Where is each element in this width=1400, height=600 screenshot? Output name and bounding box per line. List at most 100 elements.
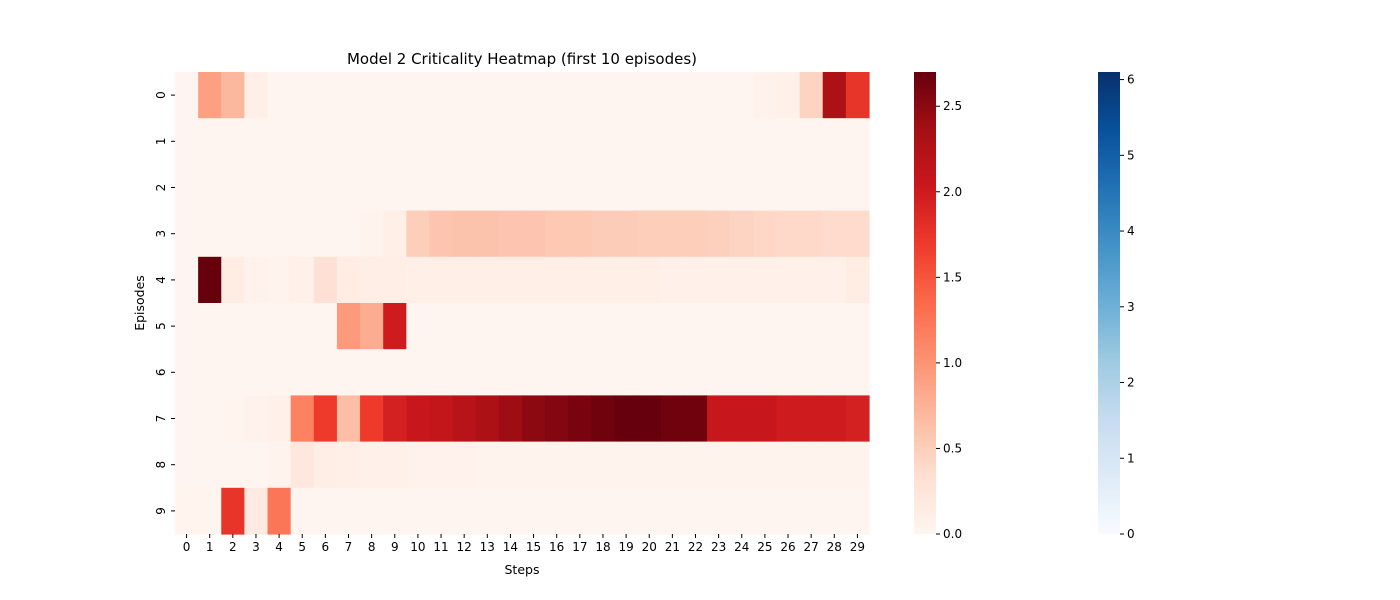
heatmap-cell	[290, 164, 315, 212]
heatmap-cell	[198, 487, 222, 535]
heatmap-cell	[707, 72, 731, 119]
heatmap-cell	[406, 441, 431, 489]
heatmap-cell	[221, 118, 245, 165]
heatmap-cell	[290, 256, 315, 304]
secondary-colorbar-gradient	[1098, 72, 1120, 534]
heatmap-cell	[614, 487, 639, 535]
x-tick-label: 19	[618, 540, 633, 554]
heatmap-cell	[475, 441, 500, 489]
heatmap-cell	[383, 210, 407, 258]
colorbar-tick-label: 5	[1127, 148, 1135, 162]
y-axis-label: Episodes	[132, 275, 147, 331]
heatmap-cell	[730, 72, 754, 119]
heatmap-cell	[637, 487, 662, 535]
heatmap-cells	[175, 72, 870, 535]
heatmap-cell	[614, 164, 639, 212]
heatmap-cell	[475, 118, 500, 165]
heatmap-cell	[498, 441, 523, 489]
x-tick-label: 21	[665, 540, 680, 554]
heatmap-cell	[822, 72, 847, 119]
x-tick-label: 23	[711, 540, 726, 554]
x-tick-label: 14	[503, 540, 518, 554]
heatmap-cell	[498, 118, 523, 165]
heatmap-cell	[313, 210, 338, 258]
heatmap-cell	[498, 349, 523, 396]
heatmap-cell	[614, 303, 639, 350]
heatmap-cell	[290, 118, 315, 165]
heatmap-cell	[198, 72, 222, 119]
heatmap-cell	[522, 349, 546, 396]
colorbar-tick-label: 6	[1127, 73, 1135, 87]
heatmap-cell	[753, 441, 778, 489]
heatmap-cell	[198, 441, 222, 489]
heatmap-cell	[660, 441, 685, 489]
heatmap-cell	[383, 256, 407, 304]
heatmap-cell	[568, 487, 592, 535]
heatmap-cell	[799, 395, 824, 443]
heatmap-cell	[707, 256, 731, 304]
heatmap-cell	[522, 395, 546, 443]
heatmap-cell	[683, 303, 708, 350]
heatmap-cell	[753, 118, 778, 165]
heatmap-cell	[360, 303, 384, 350]
heatmap-cell	[267, 487, 292, 535]
y-tick-label: 4	[154, 276, 168, 284]
y-axis-ticks: 0 1 2 3 4 5 6 7 8 9	[154, 91, 175, 515]
heatmap-cell	[730, 441, 754, 489]
heatmap-cell	[360, 210, 384, 258]
heatmap-cell	[753, 72, 778, 119]
heatmap-cell	[498, 256, 523, 304]
heatmap-cell	[267, 441, 292, 489]
heatmap-cell	[175, 164, 199, 212]
heatmap-cell	[360, 72, 384, 119]
heatmap-cell	[591, 441, 616, 489]
colorbar-tick-label: 0.5	[943, 441, 962, 455]
heatmap-cell	[313, 72, 338, 119]
heatmap-cell	[822, 164, 847, 212]
heatmap-cell	[198, 395, 222, 443]
heatmap-cell	[660, 395, 685, 443]
heatmap-cell	[175, 118, 199, 165]
heatmap-cell	[429, 395, 454, 443]
heatmap-cell	[568, 441, 592, 489]
heatmap-cell	[637, 210, 662, 258]
heatmap-cell	[406, 256, 431, 304]
heatmap-cell	[683, 164, 708, 212]
heatmap-cell	[198, 303, 222, 350]
x-tick-label: 3	[252, 540, 260, 554]
heatmap-cell	[290, 349, 315, 396]
heatmap-cell	[244, 441, 269, 489]
heatmap-cell	[383, 487, 407, 535]
heatmap-cell	[614, 72, 639, 119]
heatmap-cell	[383, 72, 407, 119]
heatmap-cell	[591, 256, 616, 304]
heatmap-cell	[221, 487, 245, 535]
heatmap-cell	[707, 118, 731, 165]
heatmap-cell	[568, 303, 592, 350]
heatmap-cell	[568, 395, 592, 443]
heatmap-cell	[406, 395, 431, 443]
heatmap-cell	[822, 118, 847, 165]
colorbar-tick-label: 0.0	[943, 527, 962, 541]
heatmap-cell	[799, 487, 824, 535]
heatmap-cell	[452, 72, 477, 119]
x-axis-label: Steps	[505, 562, 540, 577]
heatmap-cell	[545, 487, 569, 535]
heatmap-cell	[475, 72, 500, 119]
heatmap-cell	[822, 210, 847, 258]
heatmap-cell	[429, 441, 454, 489]
heatmap-cell	[845, 118, 870, 165]
y-tick-label: 1	[154, 137, 168, 145]
heatmap-cell	[730, 210, 754, 258]
heatmap-cell	[175, 256, 199, 304]
x-tick-label: 1	[206, 540, 214, 554]
heatmap-cell	[429, 303, 454, 350]
x-tick-label: 6	[322, 540, 330, 554]
heatmap-cell	[406, 210, 431, 258]
heatmap-cell	[799, 256, 824, 304]
heatmap-cell	[383, 164, 407, 212]
heatmap-cell	[660, 256, 685, 304]
heatmap-cell	[383, 395, 407, 443]
heatmap-cell	[637, 118, 662, 165]
heatmap-cell	[637, 256, 662, 304]
